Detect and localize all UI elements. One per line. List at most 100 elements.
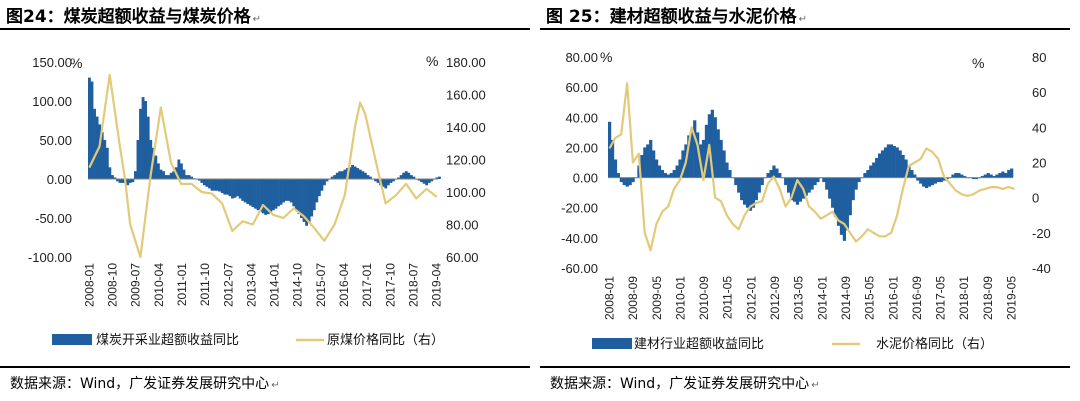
excess-return-bar [333, 175, 337, 179]
excess-return-bar [863, 173, 867, 178]
excess-return-bar [675, 165, 679, 178]
excess-return-bar [177, 159, 181, 179]
excess-return-bar [704, 124, 709, 178]
excess-return-bar [701, 139, 706, 178]
excess-return-bar [974, 177, 979, 180]
right-tick-label: 60 [1032, 85, 1046, 100]
excess-return-bar [878, 153, 882, 178]
excess-return-bar [269, 179, 273, 212]
excess-return-bar [743, 177, 747, 205]
x-tick-label: 2018-09 [981, 276, 995, 320]
legend-label-line: 原煤价格同比（右） [327, 332, 444, 348]
excess-return-bar [1004, 173, 1008, 178]
excess-return-bar [292, 179, 296, 207]
excess-return-bar [725, 162, 729, 178]
excess-return-bar [113, 177, 117, 179]
excess-return-bar [149, 140, 153, 179]
excess-return-bar [669, 173, 673, 178]
excess-return-bar [980, 176, 984, 178]
excess-return-bar [904, 159, 908, 178]
excess-return-bar [307, 179, 311, 222]
excess-return-bar [430, 179, 434, 182]
excess-return-bar [417, 179, 421, 181]
excess-return-bar [660, 170, 665, 178]
excess-return-bar [202, 179, 206, 186]
excess-return-bar [851, 177, 855, 201]
excess-return-bar [734, 177, 738, 186]
excess-return-bar [875, 157, 879, 178]
excess-return-bar [848, 177, 852, 216]
excess-return-bar [213, 179, 217, 191]
excess-return-bar [121, 179, 125, 183]
x-tick-label: 2014-09 [839, 276, 853, 320]
excess-return-bar [141, 97, 145, 179]
excess-return-bar [241, 179, 245, 201]
excess-return-bar [282, 179, 286, 203]
excess-return-bar [118, 179, 122, 183]
excess-return-bar [243, 179, 247, 203]
excess-return-bar [246, 179, 250, 204]
legend-label-bar: 煤炭开采业超额收益同比 [96, 333, 239, 348]
excess-return-bar [366, 175, 370, 179]
x-tick-label: 2011-10 [198, 263, 212, 306]
excess-return-bar [716, 129, 720, 178]
excess-return-bar [289, 179, 293, 203]
excess-return-bar [895, 147, 899, 178]
excess-return-bar [713, 117, 717, 178]
excess-return-bar [869, 165, 873, 178]
excess-return-bar [845, 177, 849, 231]
excess-return-bar [872, 162, 876, 178]
title-rule [540, 28, 1070, 30]
left-tick-label: -100.00 [28, 250, 72, 265]
excess-return-bar [256, 179, 260, 211]
excess-return-bar [913, 174, 917, 178]
right-tick-label: 60.00 [446, 250, 479, 265]
excess-return-bar [986, 173, 990, 178]
excess-return-bar [248, 179, 252, 206]
x-tick-label: 2010-04 [152, 263, 166, 307]
excess-return-bar [748, 177, 753, 211]
chart-panel-building-materials: 图 25：建材超额收益与水泥价格 ↵ 80.00 60.00 40.00 20.00 0.… [540, 0, 1070, 401]
excess-return-bar [228, 179, 232, 197]
chart-title: 图 25：建材超额收益与水泥价格 ↵ [546, 7, 807, 27]
excess-return-bar [754, 177, 758, 201]
excess-return-bar [105, 147, 109, 179]
excess-return-bar [654, 159, 659, 178]
excess-return-bar [402, 172, 406, 179]
right-tick-label: -40 [1032, 261, 1051, 276]
x-tick-label: 2016-04 [337, 263, 351, 307]
excess-return-bar [983, 174, 987, 178]
excess-return-bar [358, 169, 362, 179]
left-tick-label: 0.00 [47, 172, 72, 187]
left-tick-label: 100.00 [32, 94, 72, 109]
excess-return-bar [279, 179, 283, 205]
left-tick-label: 50.00 [39, 133, 72, 148]
excess-return-bar [942, 177, 946, 181]
excess-return-bar [404, 171, 408, 179]
excess-return-bar [693, 120, 697, 178]
excess-return-bar [772, 165, 776, 178]
excess-return-bar [787, 177, 791, 193]
excess-return-bar [807, 177, 811, 193]
excess-return-bar [795, 177, 800, 205]
excess-return-bar [179, 163, 183, 179]
excess-return-bar [916, 177, 920, 181]
x-tick-label: 2018-07 [407, 263, 421, 307]
right-tick-label: 0 [1032, 191, 1039, 206]
excess-return-bar [951, 174, 955, 178]
left-tick-label: 40.00 [565, 110, 598, 125]
x-tick-label: 2012-09 [768, 276, 782, 320]
excess-return-bar [625, 177, 629, 187]
excess-return-bar [740, 177, 744, 201]
excess-return-bar [745, 177, 750, 208]
excess-return-bar [995, 174, 999, 178]
excess-return-bar [412, 176, 416, 179]
excess-return-bar [616, 173, 621, 178]
excess-return-bar [927, 177, 932, 187]
x-tick-label: 2016-09 [910, 276, 924, 320]
excess-return-bar [798, 177, 802, 202]
x-tick-label: 2011-01 [175, 263, 189, 306]
excess-return-bar [363, 172, 367, 179]
excess-return-bar [628, 177, 632, 186]
excess-return-bar [348, 167, 352, 179]
